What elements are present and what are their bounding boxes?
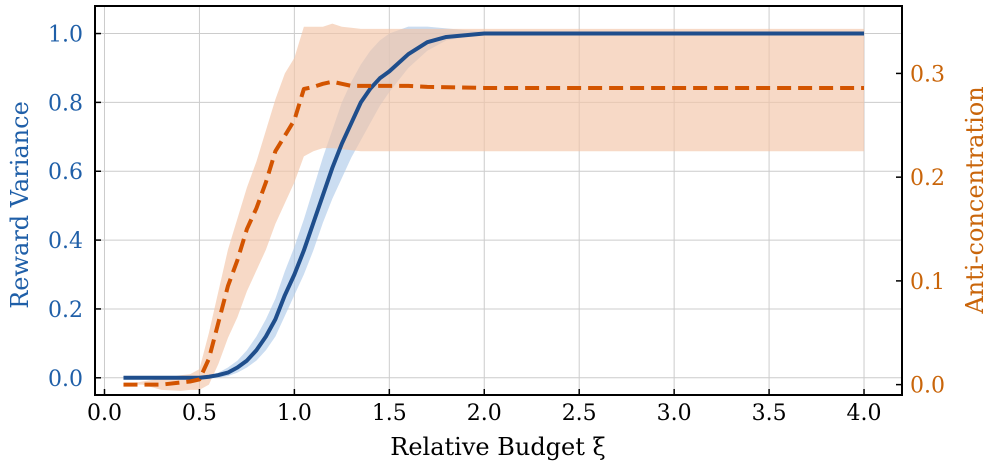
confidence-bands [123, 23, 865, 391]
y-tick-label-right: 0.1 [910, 270, 945, 295]
x-tick-label: 3.0 [657, 401, 692, 426]
y-tick-label-right: 0.2 [910, 166, 945, 191]
x-tick-label: 1.5 [372, 401, 407, 426]
axis-ticks: 0.0 0.5 1.0 1.5 2.0 2.5 3.0 3.5 4.0 0.0 0.2 0.4 0.6 0… [48, 23, 945, 426]
x-tick-label: 0.5 [182, 401, 217, 426]
y-tick-label-left: 0.0 [48, 367, 83, 392]
series-line-2 [123, 79, 865, 387]
x-tick-label: 1.0 [277, 401, 312, 426]
y-tick-label-left: 0.6 [48, 160, 83, 185]
x-tick-label: 3.5 [752, 401, 787, 426]
plot-frame [94, 5, 903, 396]
x-tick-label: 2.5 [562, 401, 597, 426]
y-tick-label-right: 0.3 [910, 62, 945, 87]
x-tick-label: 2.0 [467, 401, 502, 426]
x-axis-label: Relative Budget ξ [390, 433, 605, 461]
series-line-1 [123, 31, 865, 380]
y-axis-label-right: Anti-concentration [961, 86, 989, 314]
series-band-2 [123, 23, 865, 391]
y-axis-label-left: Reward Variance [6, 101, 34, 309]
series-lines [123, 31, 865, 387]
y-tick-label-left: 0.4 [48, 229, 83, 254]
y-tick-label-left: 0.8 [48, 91, 83, 116]
y-tick-label-left: 0.2 [48, 298, 83, 323]
y-tick-label-right: 0.0 [910, 374, 945, 399]
x-tick-label: 0.0 [87, 401, 122, 426]
y-tick-label-left: 1.0 [48, 23, 83, 48]
x-tick-label: 4.0 [847, 401, 882, 426]
